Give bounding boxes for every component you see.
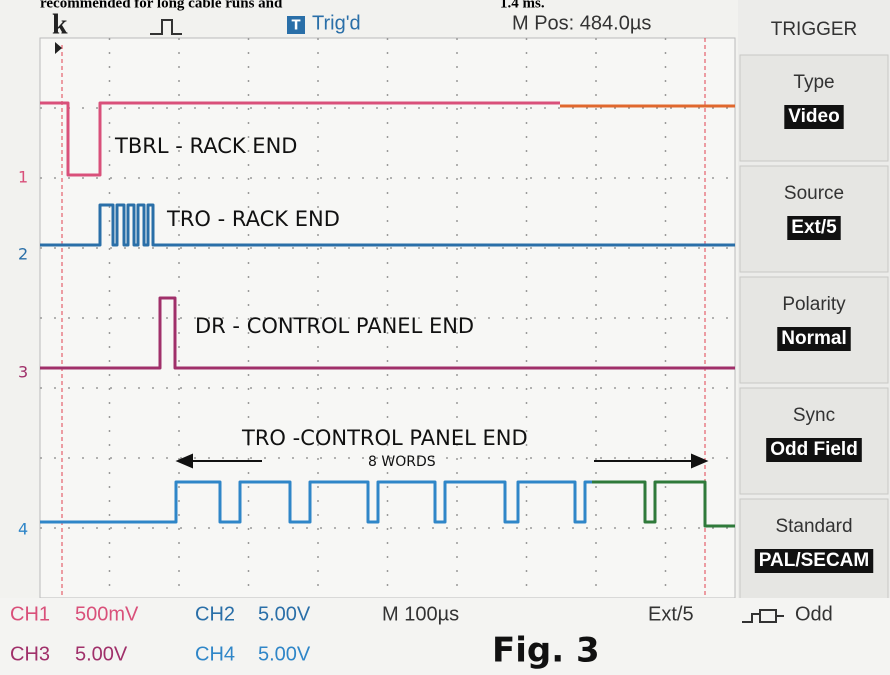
ch3-name: CH3 (10, 643, 50, 665)
ch1-marker: 1 (18, 168, 28, 187)
caption-right: 1.4 ms. (500, 0, 545, 11)
timebase: M 100µs (382, 603, 459, 625)
menu-label: Type (793, 72, 834, 93)
menu-title: TRIGGER (771, 19, 858, 40)
menu-value: Video (788, 106, 839, 127)
ch2-name: CH2 (195, 603, 235, 625)
horizontal-position: M Pos: 484.0µs (512, 12, 651, 34)
menu-button[interactable]: Source Ext/5 (740, 166, 888, 272)
ch1-name: CH1 (10, 603, 50, 625)
scope-display: recommended for long cable runs and 1.4 … (0, 0, 890, 675)
menu-button[interactable]: Type Video (740, 55, 888, 161)
trigger-source: Ext/5 (648, 603, 694, 625)
menu-label: Standard (775, 516, 852, 537)
menu-value: Ext/5 (791, 217, 837, 238)
oscilloscope-screen: recommended for long cable runs and 1.4 … (0, 0, 890, 675)
menu-button[interactable]: Standard PAL/SECAM (740, 499, 888, 605)
trigger-edge-icon (150, 20, 182, 34)
ch1-scale: 500mV (75, 603, 139, 625)
trigger-status: Trig'd (312, 12, 361, 34)
menu-label: Sync (793, 405, 835, 426)
annotation-ch2: TRO - RACK END (166, 207, 340, 231)
ch4-scale: 5.00V (258, 643, 311, 665)
menu-value: Normal (781, 328, 846, 349)
trigger-mode: Odd (795, 603, 833, 625)
menu-label: Source (784, 183, 844, 204)
trigger-icon: T (292, 19, 301, 34)
annotation-ch1: TBRL - RACK END (114, 134, 297, 158)
logo: k (52, 9, 68, 40)
menu-button[interactable]: Polarity Normal (740, 277, 888, 383)
caption-left: recommended for long cable runs and (40, 0, 283, 11)
ch3-scale: 5.00V (75, 643, 128, 665)
menu-value: PAL/SECAM (759, 550, 869, 571)
figure-label: Fig. 3 (492, 631, 600, 671)
trigger-menu: TRIGGER Type Video Source Ext/5 Polarity Norm… (738, 0, 890, 605)
menu-button[interactable]: Sync Odd Field (740, 388, 888, 494)
annotation-ch4-sub: 8 WORDS (368, 454, 436, 470)
menu-label: Polarity (782, 294, 846, 315)
ch2-marker: 2 (18, 245, 28, 264)
annotation-ch4: TRO -CONTROL PANEL END (241, 426, 528, 450)
annotation-ch3: DR - CONTROL PANEL END (195, 314, 474, 338)
ch2-scale: 5.00V (258, 603, 311, 625)
ch3-marker: 3 (18, 363, 28, 382)
ch4-name: CH4 (195, 643, 235, 665)
menu-value: Odd Field (770, 439, 858, 460)
ch4-marker: 4 (18, 520, 28, 539)
